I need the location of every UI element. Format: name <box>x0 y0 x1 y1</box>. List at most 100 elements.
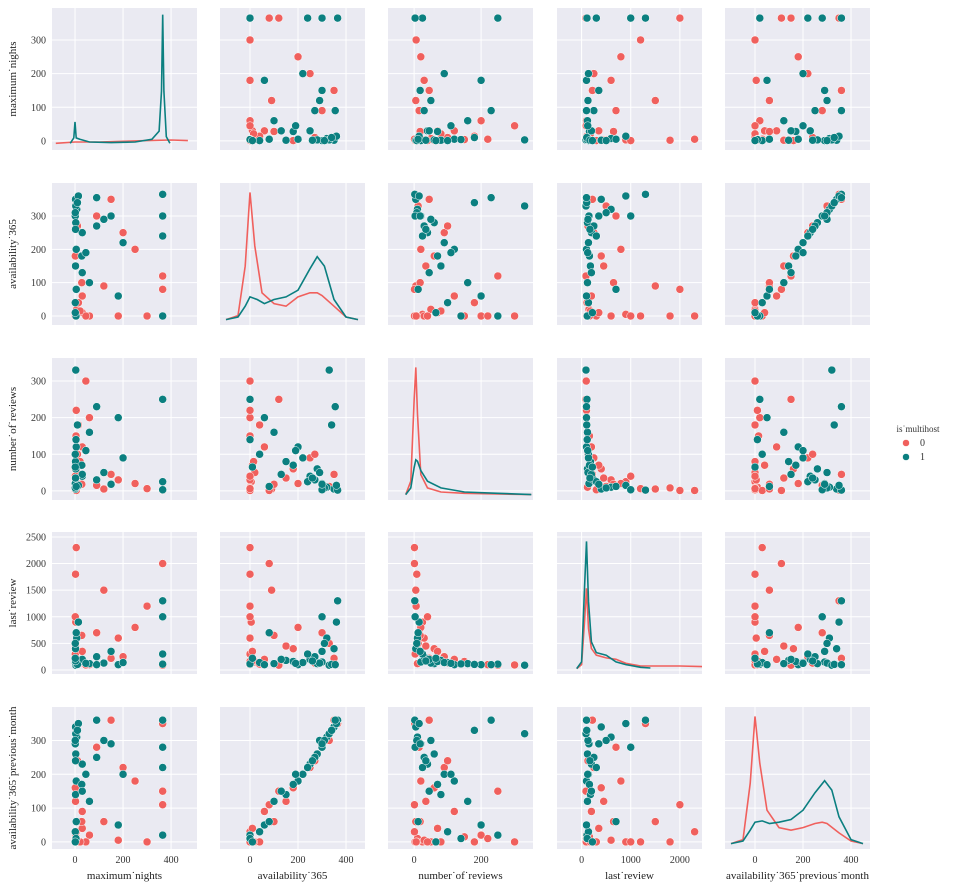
scatter-point <box>71 285 81 294</box>
scatter-point <box>410 596 420 606</box>
scatter-point <box>431 837 441 847</box>
scatter-point <box>798 453 808 463</box>
panel <box>388 8 533 150</box>
scatter-point <box>92 211 101 221</box>
x-tick-label: 0 <box>412 855 417 866</box>
scatter-point <box>264 134 274 144</box>
scatter-point <box>476 116 486 125</box>
scatter-point <box>424 786 434 796</box>
scatter-point <box>757 450 767 459</box>
scatter-point <box>158 800 167 809</box>
scatter-point <box>641 190 650 199</box>
scatter-point <box>820 480 829 489</box>
scatter-point <box>765 96 774 105</box>
scatter-point <box>317 647 327 656</box>
scatter-point <box>616 245 626 254</box>
scatter-point <box>803 13 813 23</box>
scatter-point <box>805 126 815 136</box>
scatter-point <box>793 134 803 144</box>
y-tick-label: 0 <box>41 312 46 323</box>
scatter-point <box>446 248 456 257</box>
scatter-point <box>114 820 123 830</box>
y-tick-label: 100 <box>31 103 46 114</box>
scatter-point <box>588 136 597 145</box>
kde-curve <box>404 367 532 496</box>
scatter-point <box>288 460 298 470</box>
scatter-point <box>429 749 439 759</box>
panel <box>725 358 870 500</box>
scatter-point <box>583 278 592 287</box>
scatter-point <box>421 756 431 766</box>
y-tick-label: 500 <box>31 639 46 650</box>
scatter-point <box>81 446 91 455</box>
scatter-point <box>317 106 327 115</box>
scatter-point <box>808 473 817 483</box>
scatter-point <box>621 191 631 201</box>
scatter-point <box>291 770 300 779</box>
y-axis-label: number˙of˙reviews <box>7 387 19 471</box>
scatter-point <box>596 195 606 204</box>
legend-label: 0 <box>920 438 925 449</box>
scatter-point <box>621 719 631 728</box>
scatter-point <box>158 742 167 752</box>
scatter-point <box>77 268 87 277</box>
scatter-point <box>440 69 449 78</box>
scatter-point <box>755 13 765 23</box>
scatter-point <box>255 450 264 459</box>
kde-curve <box>576 588 702 670</box>
scatter-point <box>158 311 167 321</box>
scatter-point <box>621 131 631 141</box>
scatter-point <box>665 837 675 847</box>
scatter-point <box>750 654 760 663</box>
panel-background <box>388 532 533 674</box>
panel <box>557 358 702 500</box>
scatter-point <box>582 413 591 422</box>
scatter-point <box>73 198 82 207</box>
scatter-point <box>411 585 421 595</box>
scatter-point <box>77 470 87 479</box>
scatter-point <box>158 211 167 221</box>
scatter-point <box>582 395 592 404</box>
scatter-point <box>779 473 789 483</box>
scatter-point <box>267 585 276 595</box>
panel <box>220 358 365 500</box>
panel <box>52 183 197 325</box>
scatter-point <box>293 134 303 144</box>
scatter-point <box>85 830 94 840</box>
scatter-point <box>71 308 80 317</box>
panel <box>557 707 702 849</box>
scatter-point <box>594 86 604 95</box>
scatter-point <box>315 96 324 105</box>
scatter-point <box>418 231 427 241</box>
scatter-point <box>158 596 167 606</box>
scatter-point <box>411 96 421 105</box>
panel-background <box>725 8 870 150</box>
scatter-point <box>421 261 431 271</box>
scatter-point <box>71 639 80 648</box>
x-tick-label: 1000 <box>621 855 641 866</box>
scatter-point <box>456 311 466 321</box>
scatter-point <box>158 271 167 281</box>
scatter-point <box>106 211 116 221</box>
scatter-point <box>817 628 827 638</box>
scatter-point <box>641 715 650 725</box>
scatter-point <box>264 817 274 826</box>
scatter-point <box>820 647 829 656</box>
scatter-point <box>493 786 503 796</box>
scatter-point <box>585 473 595 483</box>
panel <box>220 183 365 325</box>
scatter-point <box>114 475 123 485</box>
scatter-point <box>71 837 80 847</box>
scatter-point <box>601 483 611 493</box>
scatter-point <box>303 649 312 659</box>
scatter-point <box>245 435 255 444</box>
scatter-point <box>298 770 308 779</box>
scatter-point <box>784 457 793 466</box>
scatter-point <box>248 462 257 472</box>
scatter-point <box>583 215 593 224</box>
scatter-point <box>269 659 279 668</box>
scatter-point <box>85 797 94 806</box>
y-tick-label: 100 <box>31 804 46 815</box>
scatter-point <box>269 127 279 136</box>
legend-label: 1 <box>920 452 925 463</box>
